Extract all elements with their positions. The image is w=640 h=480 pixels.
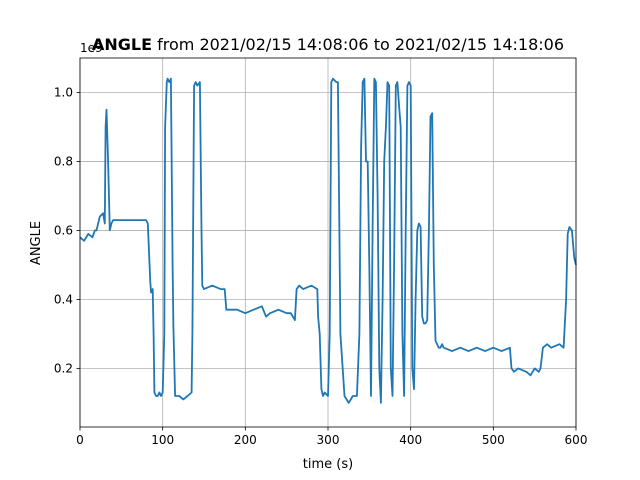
x-axis-label: time (s) (303, 457, 353, 472)
chart-title-bold: ANGLE (92, 35, 152, 54)
y-axis-label: ANGLE (29, 221, 44, 265)
x-axis: 0 100 200 300 400 500 600 (76, 427, 587, 447)
x-tick-label: 400 (399, 433, 422, 447)
x-tick-label: 200 (234, 433, 257, 447)
y-tick-label: 0.6 (54, 223, 73, 237)
series-line-0 (79, 77, 577, 404)
y-tick-label: 0.4 (54, 292, 73, 306)
y-tick-label: 0.2 (54, 361, 73, 375)
grid-lines (79, 58, 577, 427)
x-tick-label: 100 (151, 433, 174, 447)
offset-label: 1e9 (80, 41, 103, 55)
y-tick-label: 0.8 (54, 154, 73, 168)
x-tick-label: 0 (76, 433, 84, 447)
x-tick-label: 300 (317, 433, 340, 447)
y-axis: 0.2 0.4 0.6 0.8 1.0 (54, 85, 80, 375)
x-tick-label: 500 (482, 433, 505, 447)
x-tick-label: 600 (565, 433, 588, 447)
chart-title: ANGLE from 2021/02/15 14:08:06 to 2021/0… (92, 35, 564, 54)
y-tick-label: 1.0 (54, 85, 73, 99)
plot-area (79, 77, 577, 404)
chart-title-rest: from 2021/02/15 14:08:06 to 2021/02/15 1… (152, 35, 564, 54)
